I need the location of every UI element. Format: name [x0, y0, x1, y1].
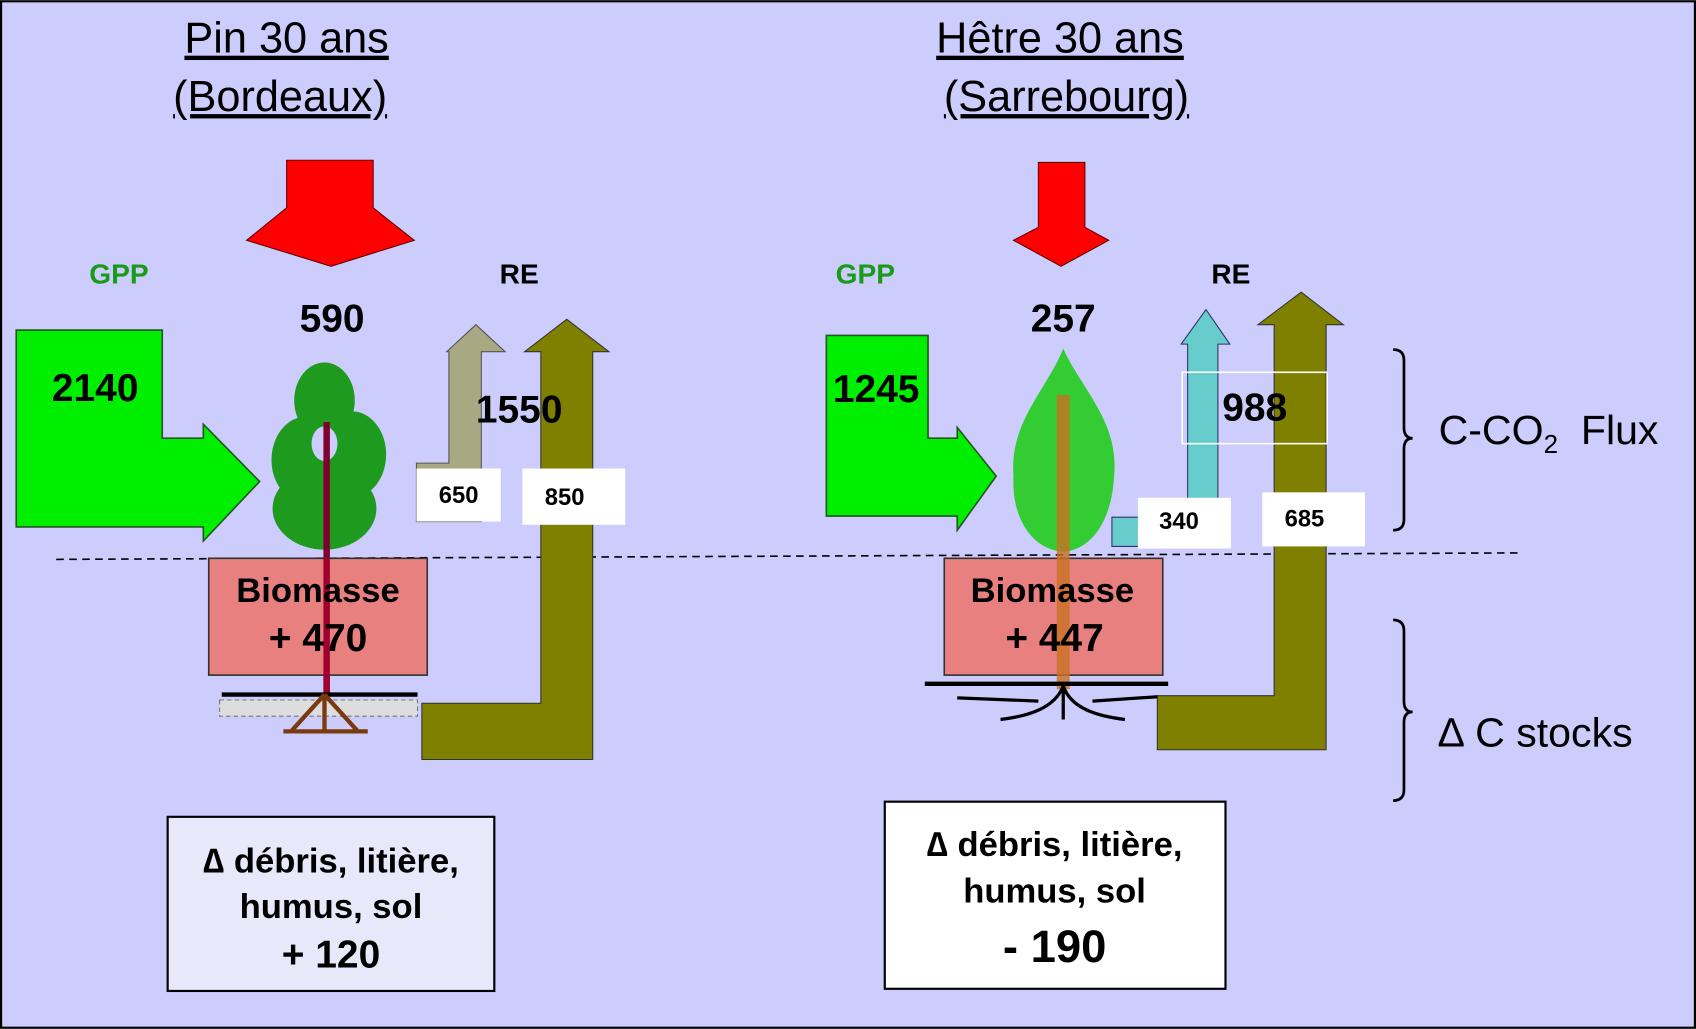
re-h-value: 685: [1285, 506, 1325, 533]
stocks-brace: [1393, 618, 1413, 802]
re-h-box: [522, 468, 626, 525]
panel-title: Hêtre 30 ans: [936, 15, 1184, 63]
soil-line-text: humus, sol: [240, 888, 423, 926]
gpp-arrow: [15, 329, 261, 544]
re-label: RE: [500, 258, 539, 289]
re-value: 988: [1222, 386, 1287, 429]
soil-value: - 190: [1003, 921, 1107, 972]
biomass-label: Biomasse: [236, 572, 400, 610]
flux-brace: [1393, 348, 1413, 532]
trunk: [323, 558, 330, 695]
biomass-label: Biomasse: [971, 572, 1135, 610]
nep-arrow: [1012, 161, 1110, 267]
panel-subtitle: (Bordeaux): [173, 73, 387, 121]
stocks-label: ∆ C stocks: [1439, 710, 1633, 756]
gpp-arrow: [825, 334, 998, 533]
re-a-box: [1137, 497, 1231, 549]
biomass-value: + 447: [1005, 617, 1103, 660]
panel-beech: Hêtre 30 ans (Sarrebourg) GPP RE 257 124…: [825, 15, 1366, 990]
trunk: [1056, 394, 1070, 690]
gpp-label: GPP: [836, 258, 895, 289]
pine-tree: [271, 362, 387, 693]
gpp-label: GPP: [89, 258, 148, 289]
biomass-box: [943, 557, 1164, 676]
nep-arrow: [245, 159, 416, 267]
biomass-value: + 470: [269, 617, 367, 660]
re-label: RE: [1211, 258, 1250, 289]
gpp-value: 1245: [833, 368, 920, 411]
re-h-box: [1262, 492, 1366, 547]
flux-sub: 2: [1544, 431, 1558, 459]
flux-label: C-CO2 Flux: [1439, 407, 1659, 459]
panel-subtitle: (Sarrebourg): [944, 73, 1189, 121]
soil-box: [883, 800, 1227, 990]
soil-line-text: ∆ débris, litière,: [927, 826, 1183, 864]
nep-value: 257: [1031, 298, 1096, 341]
soil-line-text: ∆ débris, litière,: [203, 842, 459, 880]
roots: [957, 685, 1158, 722]
panel-title: Pin 30 ans: [184, 15, 388, 63]
roots: [283, 693, 368, 734]
re-h-value: 850: [545, 484, 585, 511]
re-a-box: [416, 468, 501, 522]
soil-line-text: humus, sol: [963, 873, 1146, 911]
gpp-value: 2140: [52, 367, 139, 410]
soil-box: [166, 815, 496, 993]
nep-value: 590: [300, 298, 365, 341]
re-value: 1550: [476, 389, 563, 432]
biomass-box: [207, 557, 429, 676]
re-frame: [1181, 371, 1328, 445]
re-a-value: 650: [439, 482, 479, 509]
ground-line: [56, 552, 1520, 561]
re-a-value: 340: [1159, 508, 1199, 535]
flux-main: C-CO: [1439, 407, 1544, 453]
panel-pine: Pin 30 ans (Bordeaux) GPP RE 590 2140 15…: [15, 15, 626, 993]
re-heterotrophic-arrow: [421, 318, 611, 761]
soil-value: + 120: [282, 934, 380, 977]
flux-rest: Flux: [1558, 407, 1659, 453]
